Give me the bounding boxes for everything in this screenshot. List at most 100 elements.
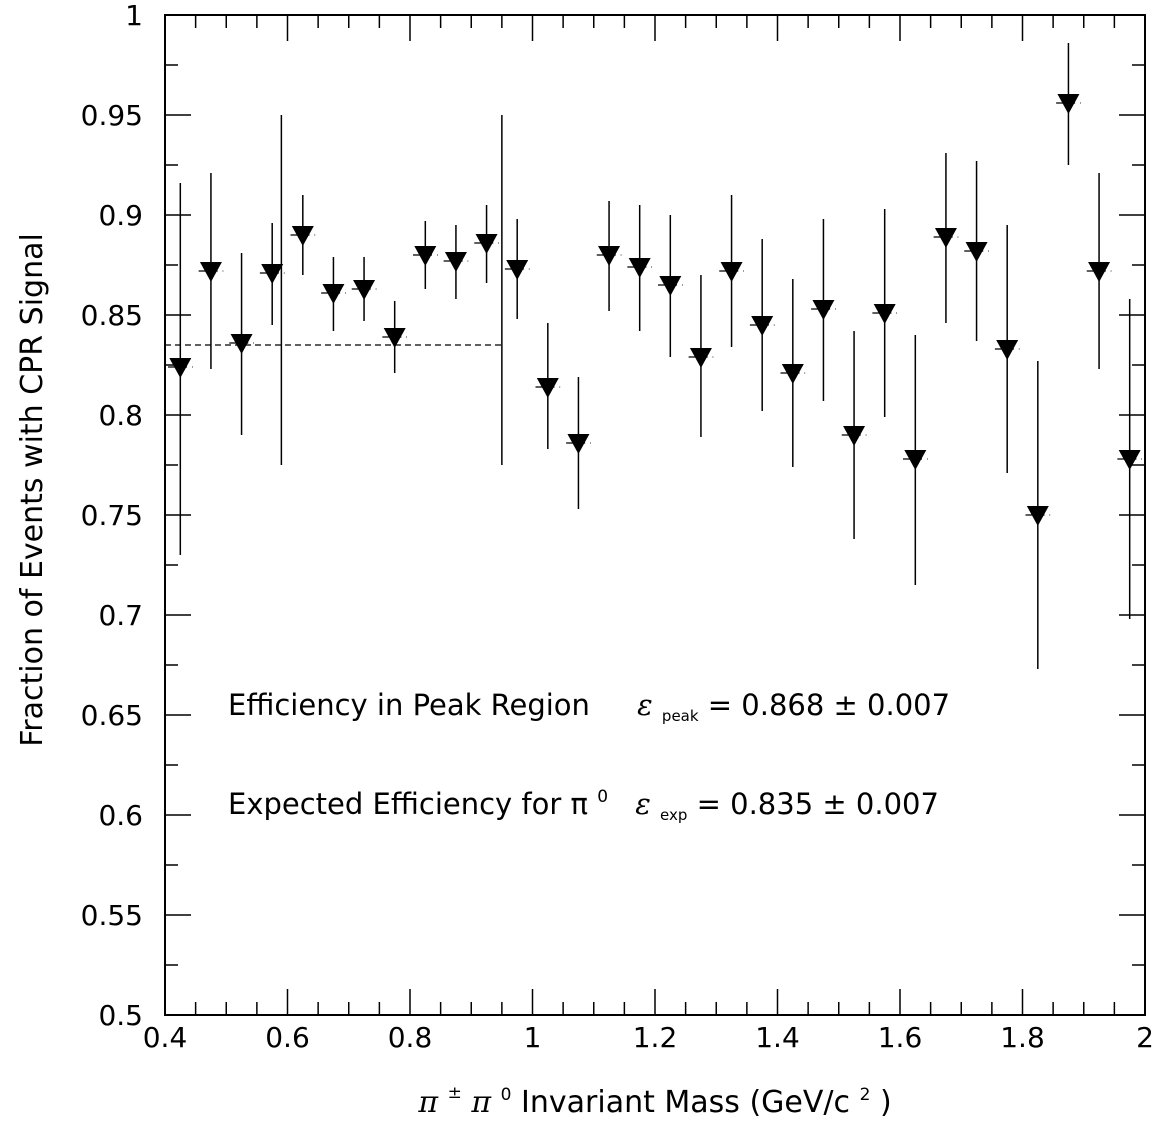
- x-title-square: 2: [860, 1085, 871, 1105]
- triangle-marker: [934, 228, 957, 248]
- triangle-marker: [1118, 450, 1141, 470]
- y-tick-label: 0.55: [81, 899, 143, 932]
- annotation-peak: Efficiency in Peak Region ε peak = 0.868…: [228, 688, 950, 728]
- data-point: [413, 221, 438, 289]
- data-point: [198, 173, 224, 369]
- x-tick-labels: 0.4 0.6 0.8 1 1.2 1.4 1.6 1.8 2: [143, 1021, 1154, 1054]
- x-title-pm: ±: [448, 1083, 462, 1103]
- data-point: [596, 201, 622, 311]
- y-axis-title: Fraction of Events with CPR Signal: [15, 233, 50, 747]
- x-tick-label: 1.6: [878, 1021, 923, 1054]
- data-point: [504, 219, 530, 319]
- data-point: [321, 257, 346, 331]
- triangle-marker: [689, 348, 712, 368]
- triangle-marker: [353, 280, 376, 300]
- data-point: [229, 253, 254, 435]
- triangle-marker: [751, 316, 774, 336]
- triangle-marker: [996, 340, 1019, 360]
- triangle-marker: [1026, 506, 1049, 526]
- x-tick-label: 0.8: [388, 1021, 433, 1054]
- triangle-marker: [414, 246, 437, 266]
- x-tick-label: 0.4: [143, 1021, 188, 1054]
- y-tick-label: 0.85: [81, 299, 143, 332]
- data-point: [933, 153, 959, 323]
- epsilon-symbol: ε: [637, 688, 653, 722]
- triangle-marker: [383, 328, 406, 348]
- x-title-pi: π: [417, 1085, 439, 1120]
- triangle-marker: [475, 234, 498, 254]
- annotation-peak-label: Efficiency in Peak Region: [228, 688, 590, 722]
- triangle-marker: [322, 284, 345, 304]
- y-tick-label: 0.7: [98, 599, 143, 632]
- x-tick-label: 1: [524, 1021, 542, 1054]
- data-point: [351, 257, 377, 321]
- triangle-marker: [1088, 262, 1111, 282]
- data-point: [168, 183, 193, 555]
- annotation-expected-value: = 0.835 ± 0.007: [697, 787, 939, 821]
- y-tick-label: 0.5: [98, 999, 143, 1032]
- y-tick-label: 0.8: [98, 399, 143, 432]
- data-point: [1025, 361, 1051, 669]
- data-point: [658, 215, 683, 357]
- data-point: [964, 161, 989, 341]
- triangle-marker: [781, 364, 804, 384]
- x-title-close: ): [880, 1085, 892, 1120]
- expected-efficiency-line: [165, 115, 503, 465]
- triangle-marker: [506, 260, 529, 280]
- triangle-marker: [536, 378, 559, 398]
- triangle-marker: [965, 242, 988, 262]
- data-point: [811, 219, 836, 401]
- triangle-marker: [230, 334, 253, 354]
- x-title-zero: 0: [501, 1085, 512, 1105]
- x-title-text: Invariant Mass (GeV/c: [521, 1085, 850, 1120]
- data-point: [1056, 43, 1081, 165]
- data-point: [474, 205, 499, 283]
- triangle-marker: [628, 258, 651, 278]
- data-point: [1086, 173, 1112, 369]
- data-point: [382, 301, 407, 373]
- y-tick-label: 1: [125, 0, 143, 32]
- axis-ticks: [164, 14, 1146, 1016]
- x-axis-title: π ± π 0 Invariant Mass (GeV/c 2 ): [417, 1071, 891, 1120]
- y-tick-label: 0.75: [81, 499, 143, 532]
- triangle-marker: [659, 276, 682, 296]
- triangle-marker: [1057, 94, 1080, 114]
- data-points: [168, 43, 1142, 669]
- plot-frame: [164, 14, 1146, 1016]
- triangle-marker: [567, 434, 590, 454]
- data-point: [903, 335, 928, 585]
- triangle-marker: [598, 246, 621, 266]
- data-point: [749, 239, 775, 411]
- data-point: [780, 279, 806, 467]
- x-tick-label: 1.4: [755, 1021, 800, 1054]
- triangle-marker: [291, 226, 314, 246]
- x-tick-label: 1.2: [633, 1021, 678, 1054]
- data-point: [290, 195, 316, 275]
- x-tick-label: 1.8: [1000, 1021, 1045, 1054]
- triangle-marker: [444, 252, 467, 272]
- data-point: [1117, 299, 1142, 619]
- y-tick-label: 0.95: [81, 99, 143, 132]
- x-tick-label: 0.6: [265, 1021, 310, 1054]
- data-point: [688, 275, 714, 437]
- data-point: [627, 205, 652, 331]
- data-point: [566, 377, 591, 509]
- data-point: [259, 223, 285, 325]
- y-tick-label: 0.6: [98, 799, 143, 832]
- triangle-marker: [843, 426, 866, 446]
- data-point: [535, 323, 561, 449]
- epsilon-subscript: exp: [660, 806, 687, 824]
- triangle-marker: [873, 304, 896, 324]
- annotation-expected-label: Expected Efficiency for π: [228, 787, 588, 821]
- y-tick-label: 0.9: [98, 199, 143, 232]
- triangle-marker: [720, 262, 743, 282]
- x-title-pi0: π: [470, 1085, 492, 1120]
- triangle-marker: [169, 358, 192, 378]
- data-point: [443, 225, 469, 299]
- epsilon-symbol: ε: [635, 787, 651, 821]
- data-point: [994, 225, 1020, 473]
- y-tick-label: 0.65: [81, 699, 143, 732]
- annotation-expected: Expected Efficiency for π 0 ε exp = 0.83…: [228, 775, 939, 827]
- epsilon-subscript: peak: [662, 707, 699, 725]
